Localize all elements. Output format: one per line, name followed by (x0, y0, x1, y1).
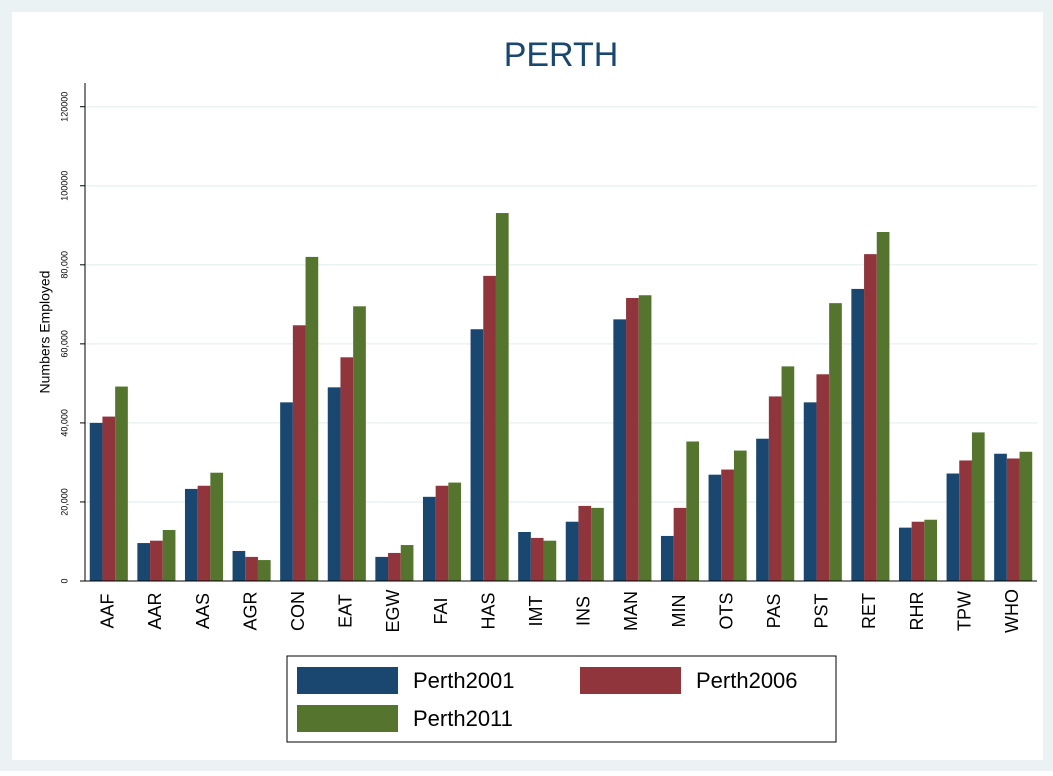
x-tick-label: WHO (1002, 589, 1022, 633)
bar (184, 488, 198, 581)
x-tick-label: INS (574, 596, 594, 626)
bar (971, 432, 985, 581)
y-tick-label: 20,000 (59, 488, 69, 516)
bar (197, 485, 211, 581)
x-tick-label: FAI (431, 597, 451, 624)
x-tick-label: EAT (336, 594, 356, 628)
x-tick-label: IMT (526, 596, 546, 627)
bar (1006, 458, 1020, 581)
y-tick-label: 80,000 (59, 251, 69, 279)
bar (210, 472, 224, 581)
bar (994, 453, 1007, 581)
y-tick-label: 60,000 (59, 330, 69, 358)
bar (864, 254, 877, 581)
bar (435, 485, 449, 581)
y-axis-title: Numbers Employed (37, 271, 53, 394)
x-tick-label: MIN (669, 595, 689, 628)
bar (578, 505, 592, 581)
bar (876, 232, 890, 581)
bar (102, 416, 116, 581)
bar (638, 295, 652, 581)
y-tick-label: 40,000 (59, 409, 69, 437)
x-tick-label: MAN (621, 591, 641, 631)
x-tick-label: HAS (478, 592, 498, 629)
bar (280, 402, 293, 581)
bar (137, 543, 151, 581)
bar (375, 556, 389, 581)
x-tick-label: CON (288, 591, 308, 631)
bar (673, 507, 687, 581)
y-tick-label: 120000 (59, 92, 69, 122)
bar (959, 460, 972, 581)
bar (829, 303, 842, 581)
bar (851, 288, 865, 581)
bar (781, 366, 795, 581)
y-tick-label: 100000 (59, 171, 69, 201)
bar (911, 521, 925, 581)
x-tick-label: EGW (383, 589, 403, 632)
bar (565, 521, 579, 581)
x-tick-label: AAF (98, 593, 118, 628)
chart-title: PERTH (504, 36, 619, 74)
bar (518, 531, 531, 581)
bar (448, 482, 462, 581)
bar (946, 473, 960, 581)
bar (708, 474, 722, 581)
bar (232, 550, 246, 581)
bar (660, 535, 674, 581)
bar (626, 298, 639, 581)
bar (422, 496, 436, 581)
x-tick-label: AAS (193, 593, 213, 629)
legend-label: Perth2011 (413, 706, 513, 731)
y-tick-label: 0 (59, 578, 69, 583)
bar (115, 386, 128, 581)
bar (543, 540, 557, 581)
bar (530, 537, 544, 581)
x-tick-label: AAR (145, 592, 165, 629)
bar (162, 530, 176, 581)
bar (591, 507, 604, 581)
bar (898, 527, 912, 581)
x-tick-label: TPW (954, 591, 974, 631)
bar (305, 256, 319, 581)
bar (803, 402, 817, 581)
legend-swatch (580, 667, 681, 694)
bar (400, 545, 414, 581)
bar (340, 357, 354, 581)
legend-swatch (297, 667, 398, 694)
bar (613, 319, 627, 581)
x-tick-label: PST (812, 593, 832, 628)
bar (327, 387, 341, 581)
bar (686, 441, 700, 581)
bar (756, 438, 769, 581)
bar (470, 329, 484, 581)
legend-label: Perth2006 (696, 668, 798, 693)
bar (257, 560, 271, 581)
bar (816, 374, 830, 581)
x-tick-label: AGR (240, 591, 260, 630)
bar (483, 275, 496, 581)
bar (353, 306, 366, 581)
bar (292, 325, 306, 581)
x-tick-label: OTS (716, 592, 736, 629)
legend-label: Perth2001 (413, 668, 515, 693)
bar (150, 540, 163, 581)
bar (768, 396, 782, 581)
bar (1019, 451, 1033, 581)
legend-swatch (297, 705, 398, 732)
bar (924, 519, 938, 581)
bar (495, 213, 509, 582)
x-tick-label: PAS (764, 594, 784, 629)
bar (721, 469, 734, 581)
bar (388, 552, 401, 581)
plot: 0 20,000 40,000 60,000 80,000 100000 120000 AAF… (59, 83, 1037, 732)
bar (89, 422, 103, 581)
bar (245, 556, 258, 581)
x-tick-label: RHR (907, 592, 927, 631)
bar (733, 450, 747, 581)
x-tick-label: RET (859, 593, 879, 629)
